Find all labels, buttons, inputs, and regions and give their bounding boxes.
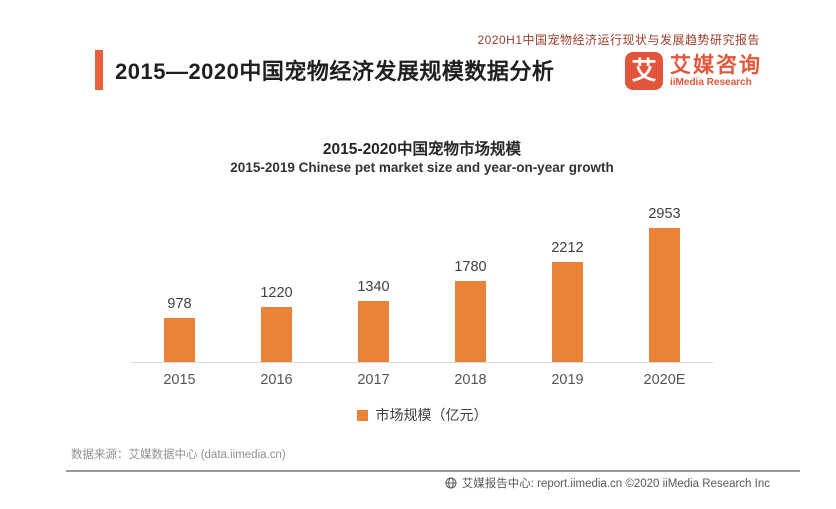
chart-subtitle: 2015-2019 Chinese pet market size and ye… bbox=[230, 160, 614, 175]
chart-title: 2015-2020中国宠物市场规模 bbox=[322, 141, 522, 158]
bar bbox=[649, 228, 680, 362]
axis-label-2019: 2019 bbox=[551, 372, 584, 388]
bar bbox=[261, 307, 292, 362]
bar-value-label: 978 bbox=[167, 296, 192, 312]
bar-value-label: 1220 bbox=[260, 285, 293, 301]
bar-group-2015: 978 bbox=[131, 296, 228, 362]
bar-group-2019: 2212 bbox=[519, 240, 616, 362]
chart-plot-area: 978 1220 1340 1780 2212 2953 bbox=[131, 176, 713, 363]
axis-label-2018: 2018 bbox=[454, 372, 487, 388]
legend-swatch bbox=[356, 409, 368, 421]
bar bbox=[358, 301, 389, 362]
footer-report-center: 艾媒报告中心: report.iimedia.cn ©2020 iiMedia … bbox=[445, 475, 770, 491]
axis-label-2016: 2016 bbox=[260, 372, 293, 388]
bar bbox=[552, 262, 583, 362]
data-source-note: 数据来源：艾媒数据中心 (data.iimedia.cn) bbox=[71, 449, 286, 461]
bar-group-2018: 1780 bbox=[422, 259, 519, 362]
bar bbox=[164, 318, 195, 362]
axis-label-2017: 2017 bbox=[357, 372, 390, 388]
axis-label-2020E: 2020E bbox=[643, 372, 686, 388]
logo-name-en: iiMedia Research bbox=[670, 76, 752, 88]
logo-name-cn: 艾媒咨询 bbox=[670, 53, 762, 77]
footer-report-center-text: 艾媒报告中心: report.iimedia.cn ©2020 iiMedia … bbox=[461, 478, 770, 490]
pet-market-bar-chart: 2015-2020中国宠物市场规模 2015-2019 Chinese pet … bbox=[131, 140, 713, 425]
report-series-tag: 2020H1中国宠物经济运行现状与发展趋势研究报告 bbox=[477, 33, 760, 47]
page-title: 2015—2020中国宠物经济发展规模数据分析 bbox=[115, 59, 555, 84]
bar-value-label: 2212 bbox=[551, 240, 584, 256]
bar-group-2020E: 2953 bbox=[616, 206, 713, 362]
iimedia-logo: 艾 艾媒咨询 iiMedia Research bbox=[625, 52, 762, 90]
bar-group-2016: 1220 bbox=[228, 285, 325, 362]
bar bbox=[455, 281, 486, 362]
chart-x-axis: 2015 2016 2017 2018 2019 2020E bbox=[131, 363, 713, 388]
footer-divider bbox=[66, 470, 800, 472]
bar-value-label: 1340 bbox=[357, 279, 390, 295]
bar-value-label: 2953 bbox=[648, 206, 681, 222]
page-header: 2015—2020中国宠物经济发展规模数据分析 bbox=[95, 50, 554, 90]
globe-icon bbox=[445, 477, 457, 489]
axis-label-2015: 2015 bbox=[163, 372, 196, 388]
chart-legend: 市场规模（亿元） bbox=[131, 405, 713, 425]
iimedia-logo-text: 艾媒咨询 iiMedia Research bbox=[670, 54, 762, 89]
iimedia-logo-icon: 艾 bbox=[625, 52, 663, 90]
bar-group-2017: 1340 bbox=[325, 279, 422, 362]
title-accent-bar bbox=[95, 50, 103, 90]
bar-value-label: 1780 bbox=[454, 259, 487, 275]
legend-label: 市场规模（亿元） bbox=[375, 407, 488, 423]
